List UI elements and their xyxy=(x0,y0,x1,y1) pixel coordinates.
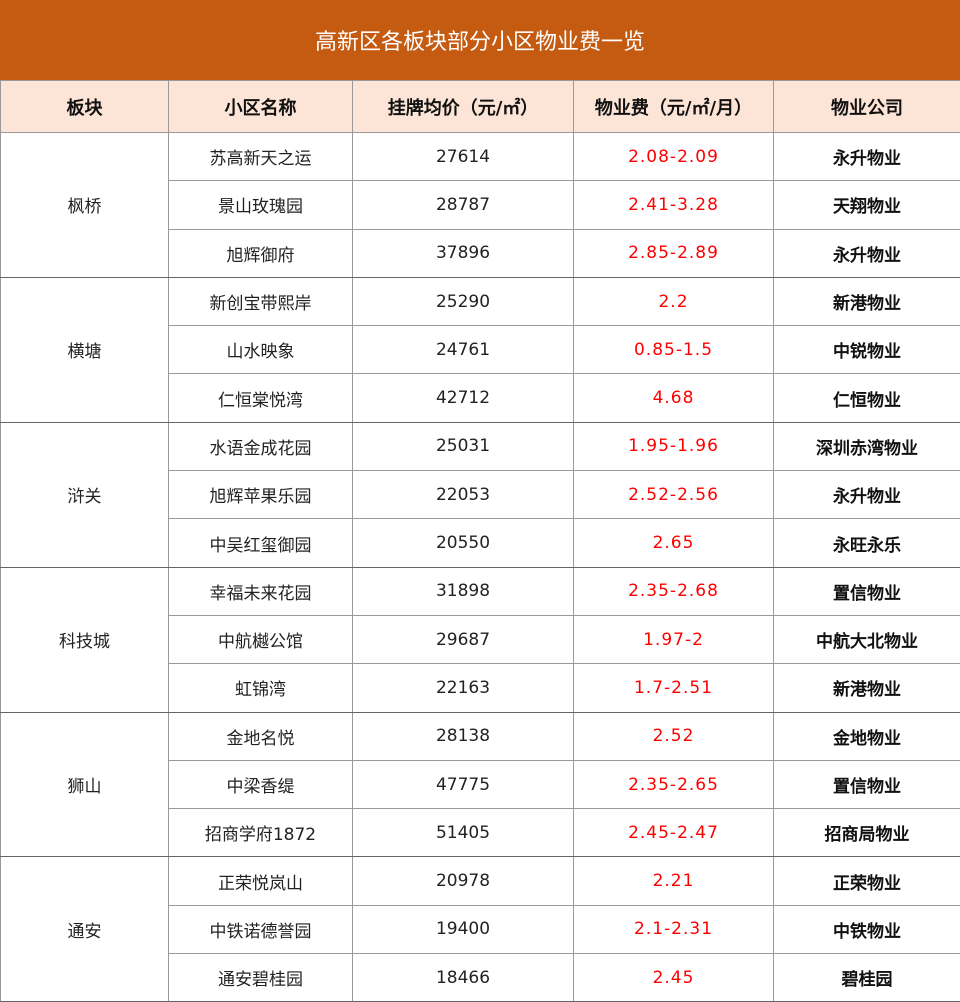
company-cell: 中锐物业 xyxy=(774,326,960,374)
price-cell: 28138 xyxy=(353,712,574,760)
company-cell: 天翔物业 xyxy=(774,181,960,229)
community-cell: 水语金成花园 xyxy=(169,422,353,470)
community-cell: 虹锦湾 xyxy=(169,664,353,712)
fee-cell: 4.68 xyxy=(574,374,774,422)
community-cell: 招商学府1872 xyxy=(169,809,353,857)
company-cell: 置信物业 xyxy=(774,567,960,615)
district-cell: 通安 xyxy=(1,857,169,1002)
price-cell: 28787 xyxy=(353,181,574,229)
company-cell: 新港物业 xyxy=(774,664,960,712)
price-cell: 19400 xyxy=(353,905,574,953)
district-cell: 横塘 xyxy=(1,277,169,422)
company-cell: 招商局物业 xyxy=(774,809,960,857)
fee-cell: 2.52 xyxy=(574,712,774,760)
fee-cell: 2.08-2.09 xyxy=(574,133,774,181)
fee-cell: 1.97-2 xyxy=(574,615,774,663)
company-cell: 永升物业 xyxy=(774,133,960,181)
district-cell: 浒关 xyxy=(1,422,169,567)
price-cell: 22163 xyxy=(353,664,574,712)
header-district: 板块 xyxy=(1,81,169,133)
price-cell: 22053 xyxy=(353,471,574,519)
community-cell: 仁恒棠悦湾 xyxy=(169,374,353,422)
company-cell: 中铁物业 xyxy=(774,905,960,953)
company-cell: 深圳赤湾物业 xyxy=(774,422,960,470)
company-cell: 碧桂园 xyxy=(774,954,960,1002)
company-cell: 置信物业 xyxy=(774,760,960,808)
price-cell: 47775 xyxy=(353,760,574,808)
header-fee: 物业费（元/㎡/月） xyxy=(574,81,774,133)
community-cell: 中航樾公馆 xyxy=(169,615,353,663)
price-cell: 24761 xyxy=(353,326,574,374)
community-cell: 中铁诺德誉园 xyxy=(169,905,353,953)
fee-cell: 2.2 xyxy=(574,277,774,325)
district-cell: 狮山 xyxy=(1,712,169,857)
fee-cell: 1.7-2.51 xyxy=(574,664,774,712)
company-cell: 仁恒物业 xyxy=(774,374,960,422)
community-cell: 正荣悦岚山 xyxy=(169,857,353,905)
price-cell: 29687 xyxy=(353,615,574,663)
price-cell: 25031 xyxy=(353,422,574,470)
district-cell: 科技城 xyxy=(1,567,169,712)
community-cell: 苏高新天之运 xyxy=(169,133,353,181)
price-cell: 37896 xyxy=(353,229,574,277)
fee-cell: 2.85-2.89 xyxy=(574,229,774,277)
fee-cell: 2.45 xyxy=(574,954,774,1002)
header-company: 物业公司 xyxy=(774,81,960,133)
community-cell: 幸福未来花园 xyxy=(169,567,353,615)
property-fee-table: 板块 小区名称 挂牌均价（元/㎡） 物业费（元/㎡/月） 物业公司 枫桥苏高新天… xyxy=(0,80,960,1002)
community-cell: 金地名悦 xyxy=(169,712,353,760)
price-cell: 25290 xyxy=(353,277,574,325)
header-row: 板块 小区名称 挂牌均价（元/㎡） 物业费（元/㎡/月） 物业公司 xyxy=(1,81,960,133)
company-cell: 永升物业 xyxy=(774,471,960,519)
company-cell: 新港物业 xyxy=(774,277,960,325)
company-cell: 金地物业 xyxy=(774,712,960,760)
community-cell: 中吴红玺御园 xyxy=(169,519,353,567)
community-cell: 旭辉苹果乐园 xyxy=(169,471,353,519)
community-cell: 通安碧桂园 xyxy=(169,954,353,1002)
fee-cell: 1.95-1.96 xyxy=(574,422,774,470)
community-cell: 山水映象 xyxy=(169,326,353,374)
price-cell: 20550 xyxy=(353,519,574,567)
price-cell: 31898 xyxy=(353,567,574,615)
company-cell: 中航大北物业 xyxy=(774,615,960,663)
price-cell: 20978 xyxy=(353,857,574,905)
community-cell: 新创宝带熙岸 xyxy=(169,277,353,325)
price-cell: 27614 xyxy=(353,133,574,181)
fee-cell: 2.45-2.47 xyxy=(574,809,774,857)
community-cell: 景山玫瑰园 xyxy=(169,181,353,229)
fee-cell: 2.35-2.68 xyxy=(574,567,774,615)
header-price: 挂牌均价（元/㎡） xyxy=(353,81,574,133)
price-cell: 18466 xyxy=(353,954,574,1002)
fee-cell: 0.85-1.5 xyxy=(574,326,774,374)
header-community: 小区名称 xyxy=(169,81,353,133)
fee-cell: 2.65 xyxy=(574,519,774,567)
community-cell: 中梁香缇 xyxy=(169,760,353,808)
company-cell: 永升物业 xyxy=(774,229,960,277)
district-cell: 枫桥 xyxy=(1,133,169,278)
fee-cell: 2.35-2.65 xyxy=(574,760,774,808)
fee-cell: 2.41-3.28 xyxy=(574,181,774,229)
community-cell: 旭辉御府 xyxy=(169,229,353,277)
price-cell: 51405 xyxy=(353,809,574,857)
fee-cell: 2.52-2.56 xyxy=(574,471,774,519)
company-cell: 正荣物业 xyxy=(774,857,960,905)
company-cell: 永旺永乐 xyxy=(774,519,960,567)
fee-cell: 2.21 xyxy=(574,857,774,905)
fee-cell: 2.1-2.31 xyxy=(574,905,774,953)
table-title: 高新区各板块部分小区物业费一览 xyxy=(0,0,960,80)
price-cell: 42712 xyxy=(353,374,574,422)
